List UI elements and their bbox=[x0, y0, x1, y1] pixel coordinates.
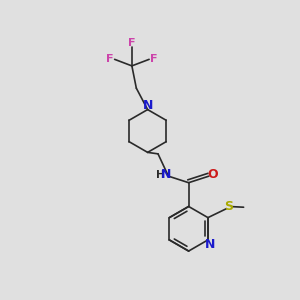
Text: N: N bbox=[161, 168, 171, 181]
Text: F: F bbox=[128, 38, 136, 48]
Text: N: N bbox=[205, 238, 215, 251]
Text: F: F bbox=[106, 54, 114, 64]
Text: S: S bbox=[224, 200, 233, 213]
Text: O: O bbox=[208, 169, 218, 182]
Text: N: N bbox=[142, 99, 153, 112]
Text: F: F bbox=[150, 54, 158, 64]
Text: H: H bbox=[156, 170, 164, 180]
